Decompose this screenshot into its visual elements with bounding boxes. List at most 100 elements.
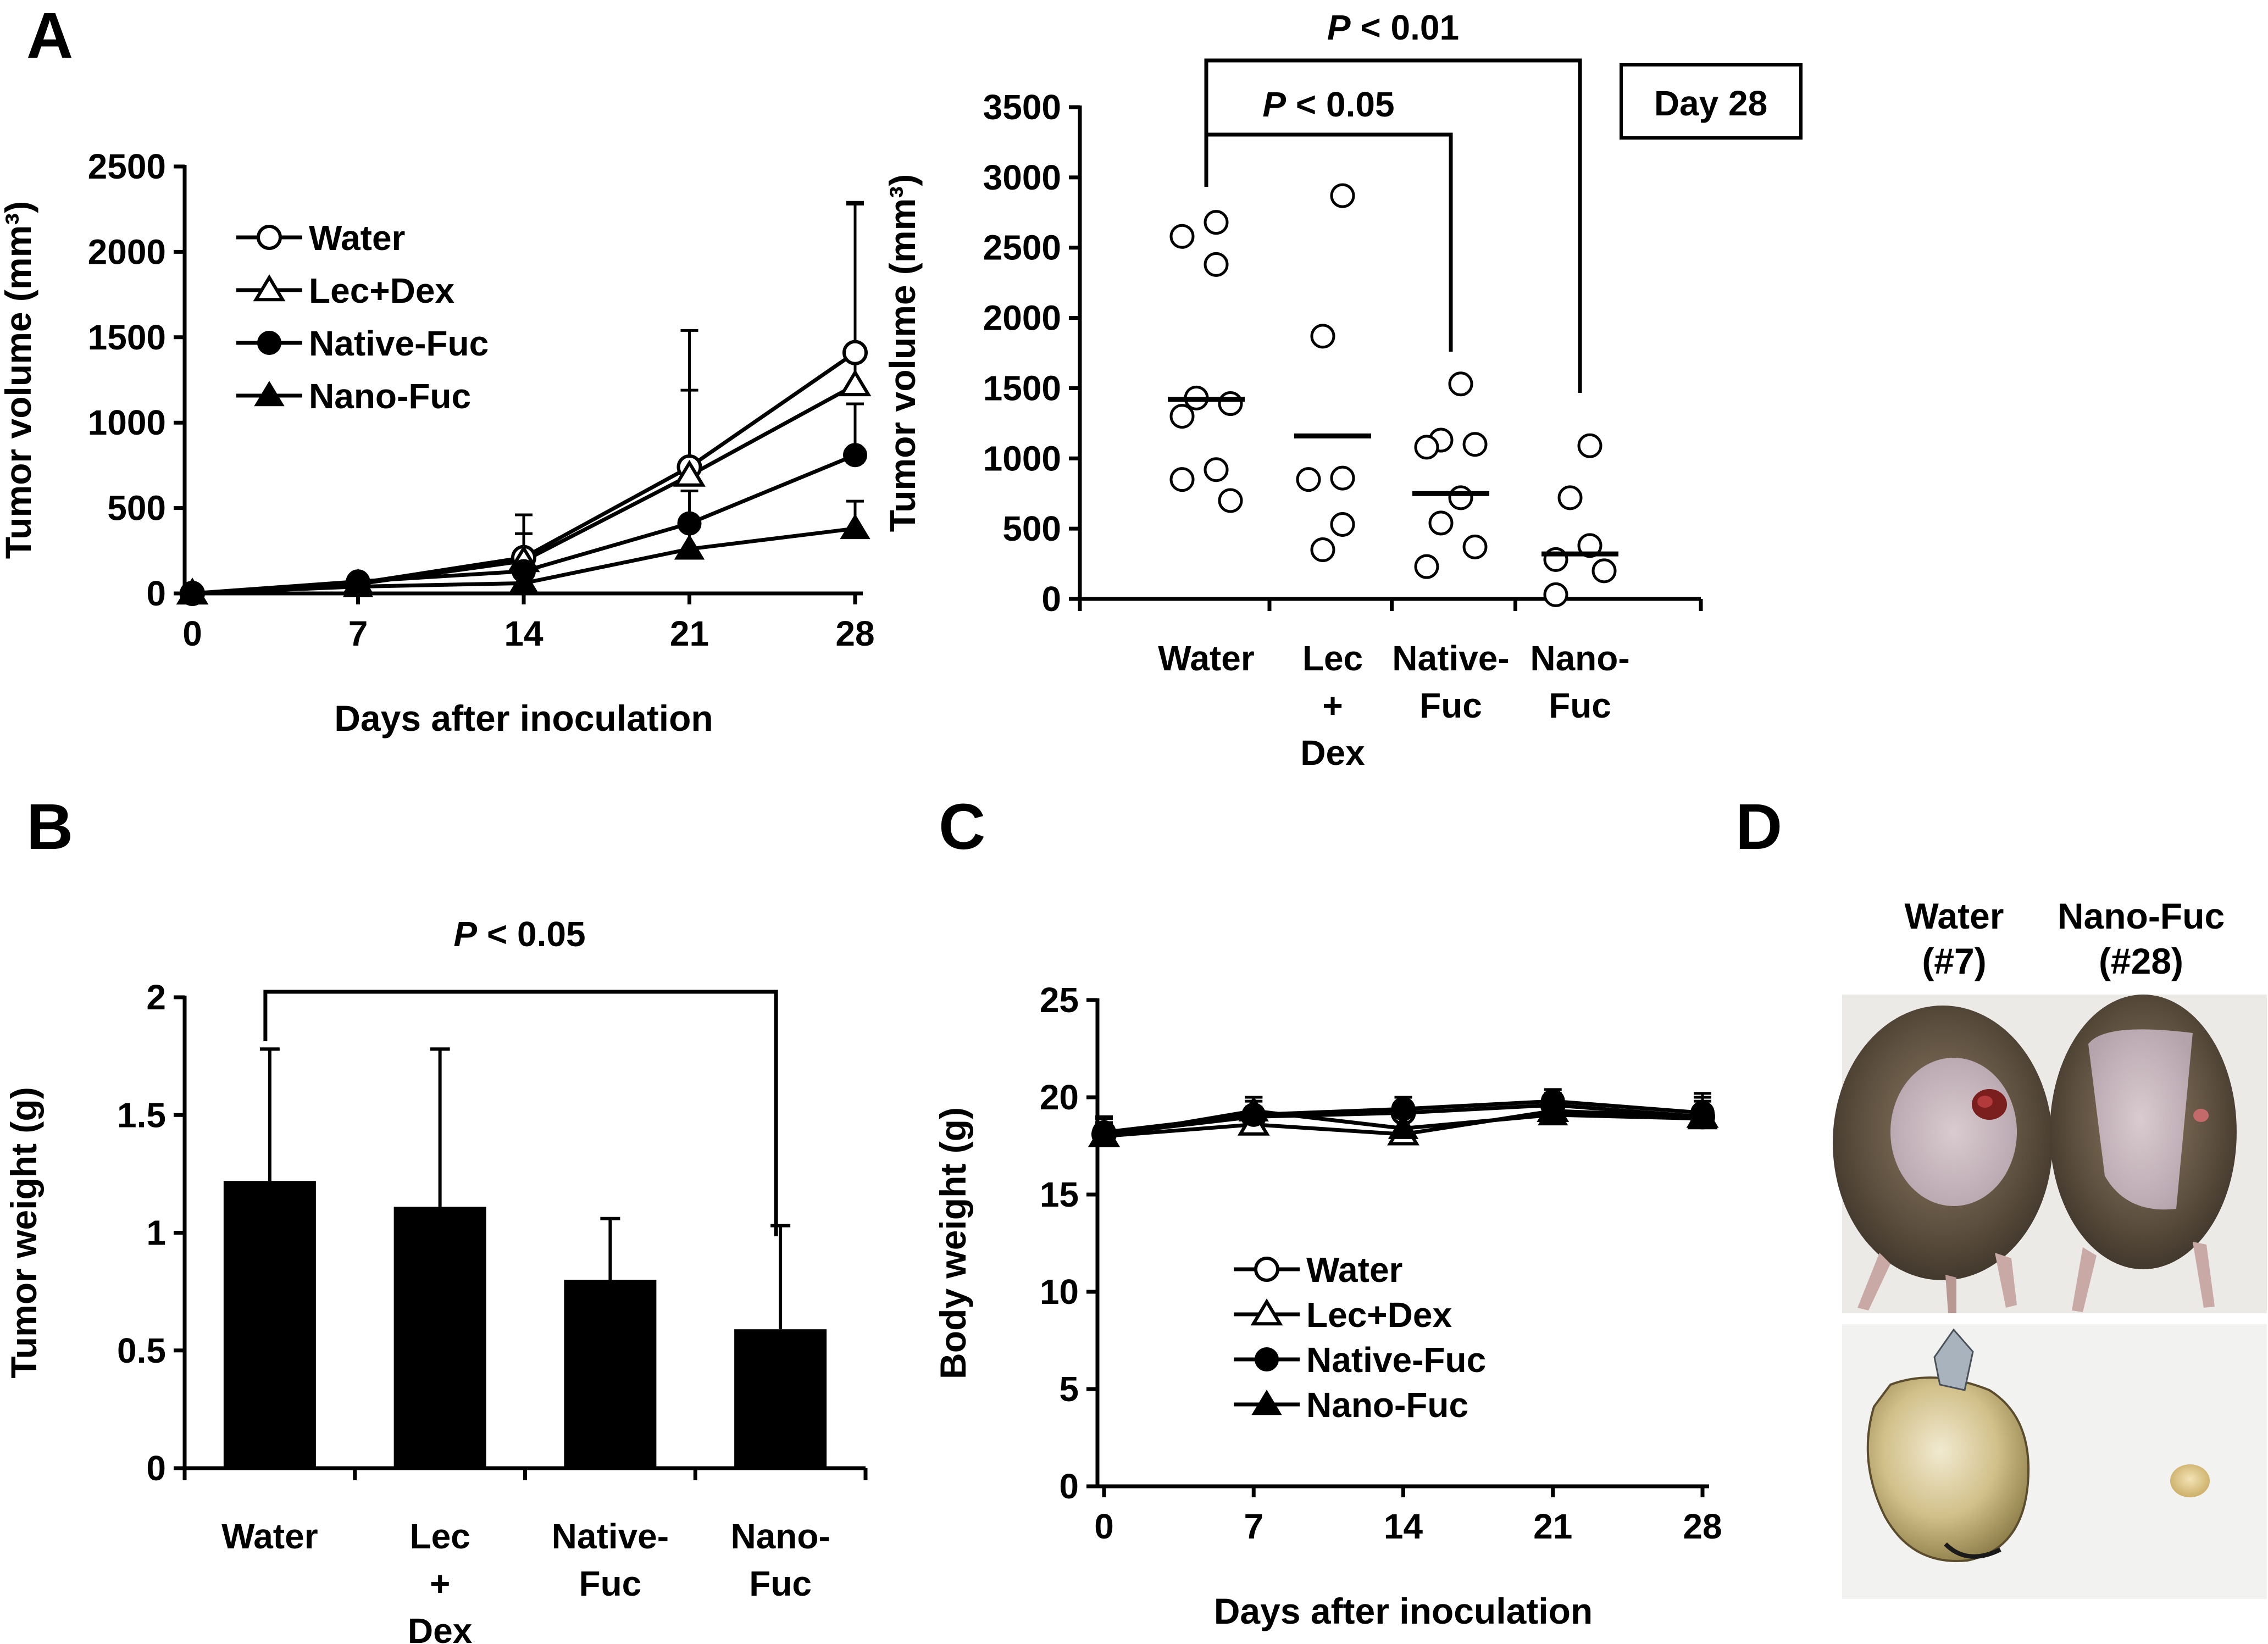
- c-line-nano-fuc-point: [1089, 1121, 1119, 1147]
- excised-tumors-photo: [1842, 1324, 2267, 1599]
- c-line-nano-fuc-point: [1538, 1099, 1568, 1126]
- a-line-y-tick-label: 2000: [88, 232, 166, 271]
- b-bar-sig-water-nanofuc-label-p: P: [453, 914, 477, 954]
- a-dot-water-point: [1169, 467, 1195, 492]
- a-line-legend-water-marker: [257, 225, 282, 250]
- panel-letter-a: A: [26, 0, 73, 72]
- c-line-legend-native-fuc-marker: [1255, 1347, 1279, 1371]
- a-dot-native-fuc-point: [1448, 371, 1473, 397]
- c-line-nano-fuc-point: [1238, 1096, 1269, 1122]
- a-dot-sig-water-nanofuc-label: P < 0.01: [1327, 8, 1459, 47]
- a-line-nano-fuc-point: [840, 514, 870, 540]
- a-dot-y-tick-label: 2500: [983, 228, 1061, 268]
- a-dot-title: Day 28: [1654, 84, 1767, 123]
- c-line-legend-lec-dex-label: Lec+Dex: [1306, 1295, 1452, 1335]
- c-line-y-axis-label: Body weight (g): [933, 1107, 973, 1379]
- b-bar-sig-water-nanofuc-bracket: [263, 990, 778, 1236]
- c-line-legend-nano-fuc-label: Nano-Fuc: [1306, 1385, 1468, 1425]
- a-line-y-tick-label: 1500: [88, 318, 166, 357]
- a-line-legend-native-fuc-marker: [257, 331, 281, 355]
- a-line-water-point: [842, 340, 868, 365]
- a-line-y-tick-label: 0: [146, 574, 166, 613]
- a-dot-nano-fuc-category-label: Fuc: [1549, 686, 1611, 725]
- a-line-lec-dex-point: [673, 459, 706, 487]
- a-dot-water-point: [1218, 488, 1243, 513]
- a-dot-y-tick-label: 1500: [983, 368, 1061, 408]
- a-dot-nano-fuc-point: [1577, 433, 1602, 458]
- a-line-x-tick-label: 0: [182, 614, 202, 653]
- a-line-x-tick-label: 28: [835, 614, 874, 653]
- c-line-legend-water-marker: [1254, 1257, 1279, 1282]
- a-dot-y-tick-label: 3500: [983, 87, 1061, 127]
- c-line-legend-water-label: Water: [1306, 1250, 1402, 1290]
- a-line-y-axis-label: Tumor volume (mm³): [0, 201, 38, 559]
- b-bar-lec-dex-category-label: Dex: [408, 1611, 473, 1644]
- c-line-x-tick-label: 14: [1384, 1507, 1423, 1546]
- a-dot-native-fuc-point: [1414, 435, 1439, 460]
- a-line-legend-native-fuc-label: Native-Fuc: [309, 324, 489, 363]
- a-dot-sig-water-nativefuc-bracket: [1204, 132, 1453, 352]
- a-dot-y-axis-label: Tumor volume (mm³): [882, 174, 923, 532]
- b-bar-y-tick-label: 1: [146, 1213, 166, 1253]
- a-dot-water-point: [1204, 457, 1229, 482]
- a-dot-title-box: [1620, 63, 1803, 140]
- a-dot-y-tick-label: 2000: [983, 298, 1061, 338]
- c-line-legend-lec-dex-marker: [1250, 1298, 1283, 1326]
- a-dot-nano-fuc-point: [1557, 485, 1583, 510]
- a-dot-sig-water-nanofuc-label-value: < 0.01: [1351, 8, 1460, 47]
- c-line-legend-nano-fuc-marker: [1251, 1390, 1282, 1415]
- a-line-nano-fuc-point: [508, 568, 539, 594]
- c-line-y-tick-label: 0: [1059, 1467, 1079, 1506]
- a-dot-native-fuc-point: [1462, 534, 1488, 559]
- b-bar-lec-dex-category-label: +: [430, 1564, 450, 1603]
- photo-label-water-line2: (#7): [1922, 941, 1986, 981]
- panel-letter-b: B: [26, 791, 73, 863]
- b-bar-nano-fuc-category-label: Nano-: [730, 1517, 830, 1556]
- b-bar-sig-water-nanofuc-label: P < 0.05: [453, 914, 585, 954]
- a-dot-native-fuc-point: [1462, 432, 1488, 457]
- b-bar-sig-water-nanofuc-label-value: < 0.05: [477, 914, 586, 954]
- a-line-nano-fuc-point: [674, 534, 705, 560]
- b-bar-nano-fuc-bar: [734, 1329, 827, 1468]
- c-line-y-tick-label: 25: [1040, 980, 1079, 1020]
- photo-label-nanofuc-line1: Nano-Fuc: [2058, 896, 2225, 936]
- a-line-y-tick-label: 500: [107, 488, 166, 528]
- photo-label-water-line1: Water: [1905, 896, 2004, 936]
- a-line-x-axis-label: Days after inoculation: [334, 698, 713, 738]
- a-dot-native-fuc-point: [1448, 485, 1473, 510]
- a-dot-sig-water-nanofuc-bracket: [1204, 58, 1582, 393]
- a-dot-y-tick-label: 1000: [983, 438, 1061, 478]
- panel-letter-c: C: [939, 791, 985, 863]
- a-line-nano-fuc-point: [177, 579, 208, 604]
- c-line-x-tick-label: 7: [1244, 1507, 1263, 1546]
- a-dot-y-tick-label: 500: [1002, 509, 1061, 548]
- a-dot-lec-dex-point: [1310, 324, 1335, 349]
- c-line-y-tick-label: 10: [1040, 1272, 1079, 1312]
- a-dot-water-point: [1204, 252, 1229, 277]
- b-bar-native-fuc-category-label: Fuc: [579, 1564, 641, 1603]
- a-dot-y-tick-label: 0: [1041, 579, 1061, 619]
- a-dot-water-point: [1169, 404, 1195, 429]
- a-dot-water-point: [1204, 210, 1229, 235]
- a-dot-native-fuc-point: [1414, 554, 1439, 579]
- c-line-nano-fuc-point: [1687, 1104, 1718, 1130]
- b-bar-native-fuc-bar: [564, 1280, 657, 1468]
- a-dot-native-fuc-category-label: Native-: [1392, 638, 1509, 678]
- a-line-legend-lec-dex-marker: [253, 274, 286, 302]
- a-dot-native-fuc-point: [1428, 510, 1454, 536]
- b-bar-native-fuc-category-label: Native-: [552, 1517, 669, 1556]
- a-dot-lec-dex-point: [1310, 537, 1335, 562]
- a-dot-lec-dex-point: [1330, 512, 1355, 537]
- a-dot-y-tick-label: 3000: [983, 158, 1061, 197]
- c-line-nano-fuc-point: [1388, 1113, 1419, 1139]
- body-weight-line-chart: 0 5 10 15 20 25 Body weight (g) 0 7 14 21 28 Days af…: [933, 980, 1722, 1631]
- a-dot-water-category-label: Water: [1158, 638, 1254, 678]
- a-dot-native-fuc-category-label: Fuc: [1419, 686, 1482, 725]
- a-line-x-tick-label: 14: [504, 614, 544, 653]
- a-line-y-tick-label: 2500: [88, 147, 166, 186]
- b-bar-y-tick-label: 0.5: [117, 1331, 166, 1370]
- a-line-legend-nano-fuc-marker: [254, 381, 285, 407]
- c-line-x-tick-label: 0: [1094, 1507, 1114, 1546]
- a-dot-nano-fuc-point: [1543, 582, 1568, 607]
